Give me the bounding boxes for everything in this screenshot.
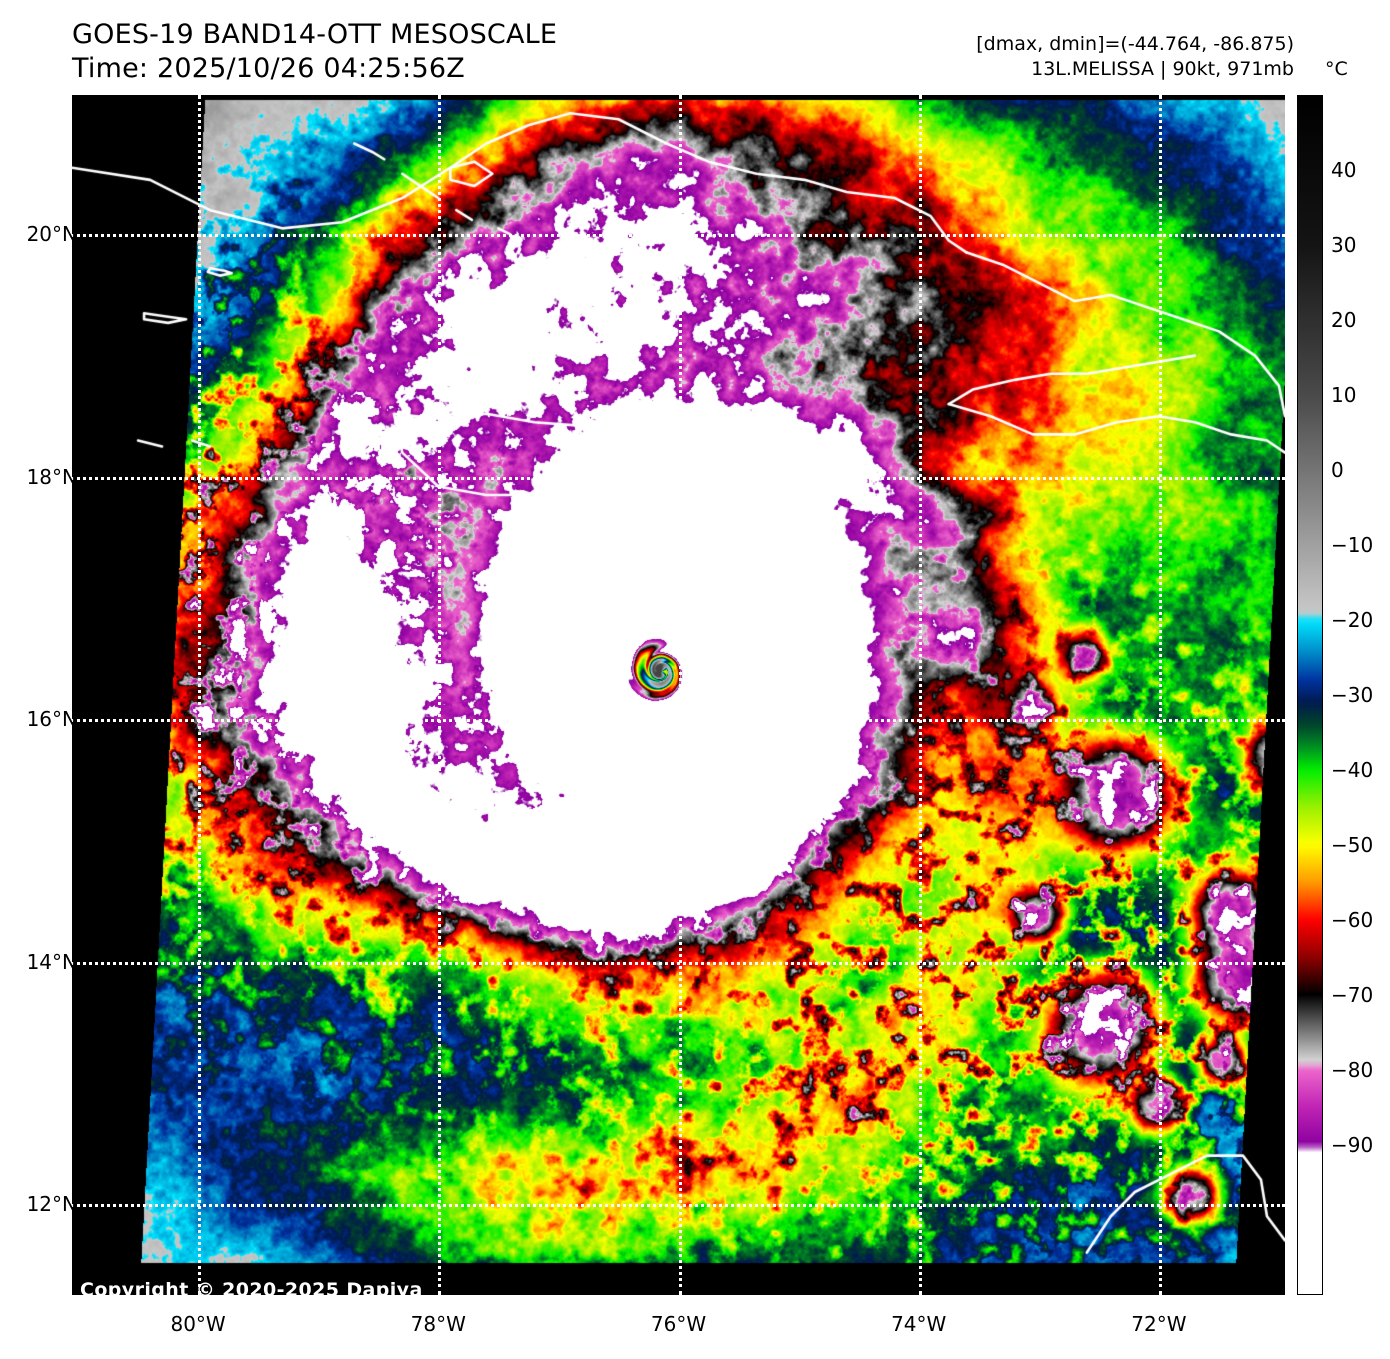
colorbar-tick-label: 30 [1331,233,1357,257]
colorbar-tick-label: 40 [1331,158,1357,182]
colorbar-tick-label: −20 [1331,608,1374,632]
longitude-tick-label: 74°W [891,1312,947,1336]
colorbar-tick-label: −10 [1331,533,1374,557]
longitude-tick-label: 76°W [650,1312,707,1336]
longitude-tick-label: 78°W [410,1312,466,1336]
latitude-tick-label: 20°N [26,222,77,247]
colorbar-tick-label: 0 [1331,458,1344,482]
dmax-dmin-label: [dmax, dmin]=(-44.764, -86.875) [976,33,1294,55]
satellite-imagery-canvas [72,95,1285,1295]
colorbar-gradient [1298,96,1322,1294]
title-block: GOES-19 BAND14-OTT MESOSCALE Time: 2025/… [72,18,557,86]
storm-info-label: 13L.MELISSA | 90kt, 971mb [1031,58,1294,80]
latitude-tick-label: 12°N [26,1192,77,1217]
colorbar-tick-label: −80 [1331,1058,1374,1082]
longitude-tick-label: 80°W [170,1312,226,1336]
colorbar-tick-label: −90 [1331,1133,1374,1157]
colorbar-tick-label: −40 [1331,758,1374,782]
colorbar-tick-label: −30 [1331,683,1374,707]
temperature-colorbar [1297,95,1323,1295]
satellite-image-panel[interactable] [72,95,1285,1295]
colorbar-tick-label: −70 [1331,983,1374,1007]
latitude-tick-label: 18°N [26,464,77,489]
colorbar-tick-label: 10 [1331,383,1357,407]
colorbar-tick-label: −60 [1331,908,1374,932]
timestamp-label: Time: 2025/10/26 04:25:56Z [72,53,465,84]
colorbar-tick-label: −50 [1331,833,1374,857]
metadata-block: [dmax, dmin]=(-44.764, -86.875) 13L.MELI… [976,32,1294,82]
copyright-label: Copyright © 2020-2025 Dapiya [80,1279,423,1301]
colorbar-unit-label: °C [1325,58,1348,80]
latitude-tick-label: 14°N [26,949,77,974]
latitude-tick-label: 16°N [26,707,77,732]
page-title: GOES-19 BAND14-OTT MESOSCALE [72,19,558,50]
longitude-tick-label: 72°W [1131,1312,1187,1336]
colorbar-tick-label: 20 [1331,308,1357,332]
